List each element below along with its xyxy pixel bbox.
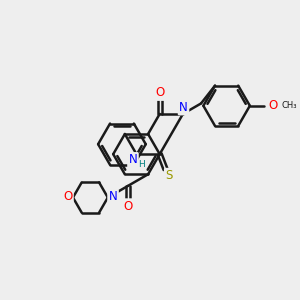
Text: H: H [138, 160, 145, 169]
Text: S: S [165, 169, 173, 182]
Text: O: O [155, 86, 164, 100]
Text: N: N [129, 154, 137, 166]
Text: O: O [123, 200, 133, 213]
Text: O: O [268, 99, 277, 112]
Text: O: O [63, 190, 72, 203]
Text: N: N [179, 101, 188, 114]
Text: N: N [109, 190, 117, 203]
Text: CH₃: CH₃ [282, 101, 297, 110]
